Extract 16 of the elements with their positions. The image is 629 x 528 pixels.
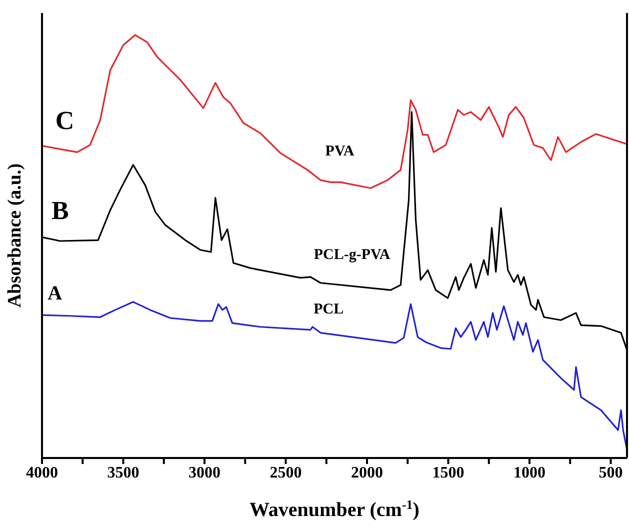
x-tick-label: 1500 — [432, 464, 464, 482]
x-tick-label: 3500 — [107, 464, 140, 482]
annotation: B — [51, 196, 69, 225]
x-tick-label: 2500 — [270, 464, 302, 482]
x-tick-label: 3000 — [188, 464, 220, 482]
x-tick-label: 500 — [598, 464, 623, 482]
x-tick-label: 1000 — [514, 464, 546, 482]
x-axis-title: Wavenumber (cm$^{-1}$) — [250, 496, 420, 521]
y-axis-title: Absorbance (a.u.) — [4, 163, 26, 308]
annotation: A — [48, 282, 63, 305]
series-label: PCL — [314, 301, 344, 318]
series-label: PVA — [325, 143, 354, 160]
annotation: C — [55, 106, 74, 135]
x-tick-label: 4000 — [26, 464, 58, 482]
x-tick-label: 2000 — [351, 464, 383, 482]
series-label: PCL-g-PVA — [314, 246, 390, 263]
